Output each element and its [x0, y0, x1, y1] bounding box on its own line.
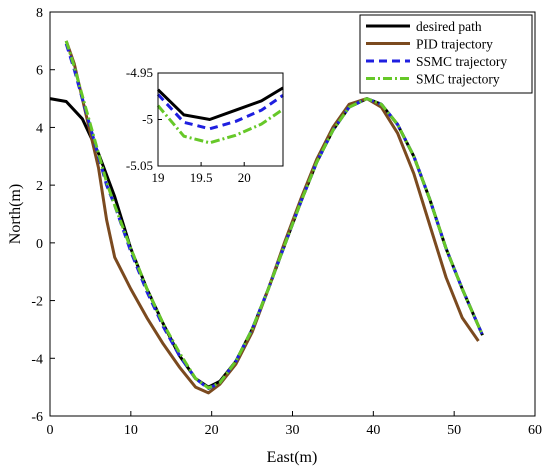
legend-label-2: PID trajectory — [416, 37, 493, 52]
inset-y-tick-label: -5.05 — [126, 158, 153, 173]
inset-y-tick-label: -4.95 — [126, 65, 153, 80]
inset-x-tick-label: 19 — [152, 170, 165, 185]
series-line-4 — [64, 40, 484, 390]
y-tick-label: 2 — [36, 179, 43, 194]
legend-label-1: desired path — [416, 19, 482, 34]
inset-x-tick-label: 20 — [238, 170, 251, 185]
y-tick-label: -4 — [31, 352, 43, 367]
inset-x-axis: 19 19.5 20 — [152, 162, 251, 185]
x-tick-label: 10 — [124, 423, 138, 438]
x-tick-label: 60 — [528, 423, 542, 438]
x-axis: 0 10 20 30 40 50 60 — [47, 411, 542, 438]
y-tick-label: -6 — [31, 410, 43, 425]
inset-y-tick-label: -5 — [142, 112, 153, 127]
x-tick-label: 30 — [286, 423, 300, 438]
y-tick-label: -2 — [31, 295, 43, 310]
inset-series-line-2 — [156, 93, 284, 131]
y-tick-label: 8 — [36, 6, 43, 21]
x-tick-label: 40 — [366, 423, 380, 438]
y-tick-label: 0 — [36, 237, 43, 252]
y-axis-label: North(m) — [7, 184, 24, 244]
x-tick-label: 50 — [447, 423, 461, 438]
legend-label-4: SMC trajectory — [416, 72, 500, 87]
y-tick-label: 6 — [36, 64, 43, 79]
inset-plot-area — [158, 73, 283, 166]
inset-zoom: 19 19.5 20 -4.95 -5 -5.05 — [126, 65, 284, 185]
legend: desired path PID trajectory SSMC trajector… — [359, 14, 533, 94]
inset-series-layer — [156, 86, 284, 145]
y-tick-label: 4 — [36, 121, 43, 136]
series-line-3 — [64, 43, 484, 391]
inset-series-line-3 — [156, 104, 284, 145]
inset-y-axis: -4.95 -5 -5.05 — [126, 65, 162, 173]
x-axis-label: East(m) — [267, 449, 318, 466]
x-tick-label: 0 — [47, 423, 54, 438]
x-tick-label: 20 — [205, 423, 219, 438]
legend-label-3: SSMC trajectory — [416, 54, 507, 69]
inset-x-tick-label: 19.5 — [190, 170, 213, 185]
inset-series-line-1 — [156, 86, 284, 122]
y-axis: -6 -4 -2 0 2 4 6 8 — [31, 6, 55, 425]
series-layer — [49, 40, 484, 395]
